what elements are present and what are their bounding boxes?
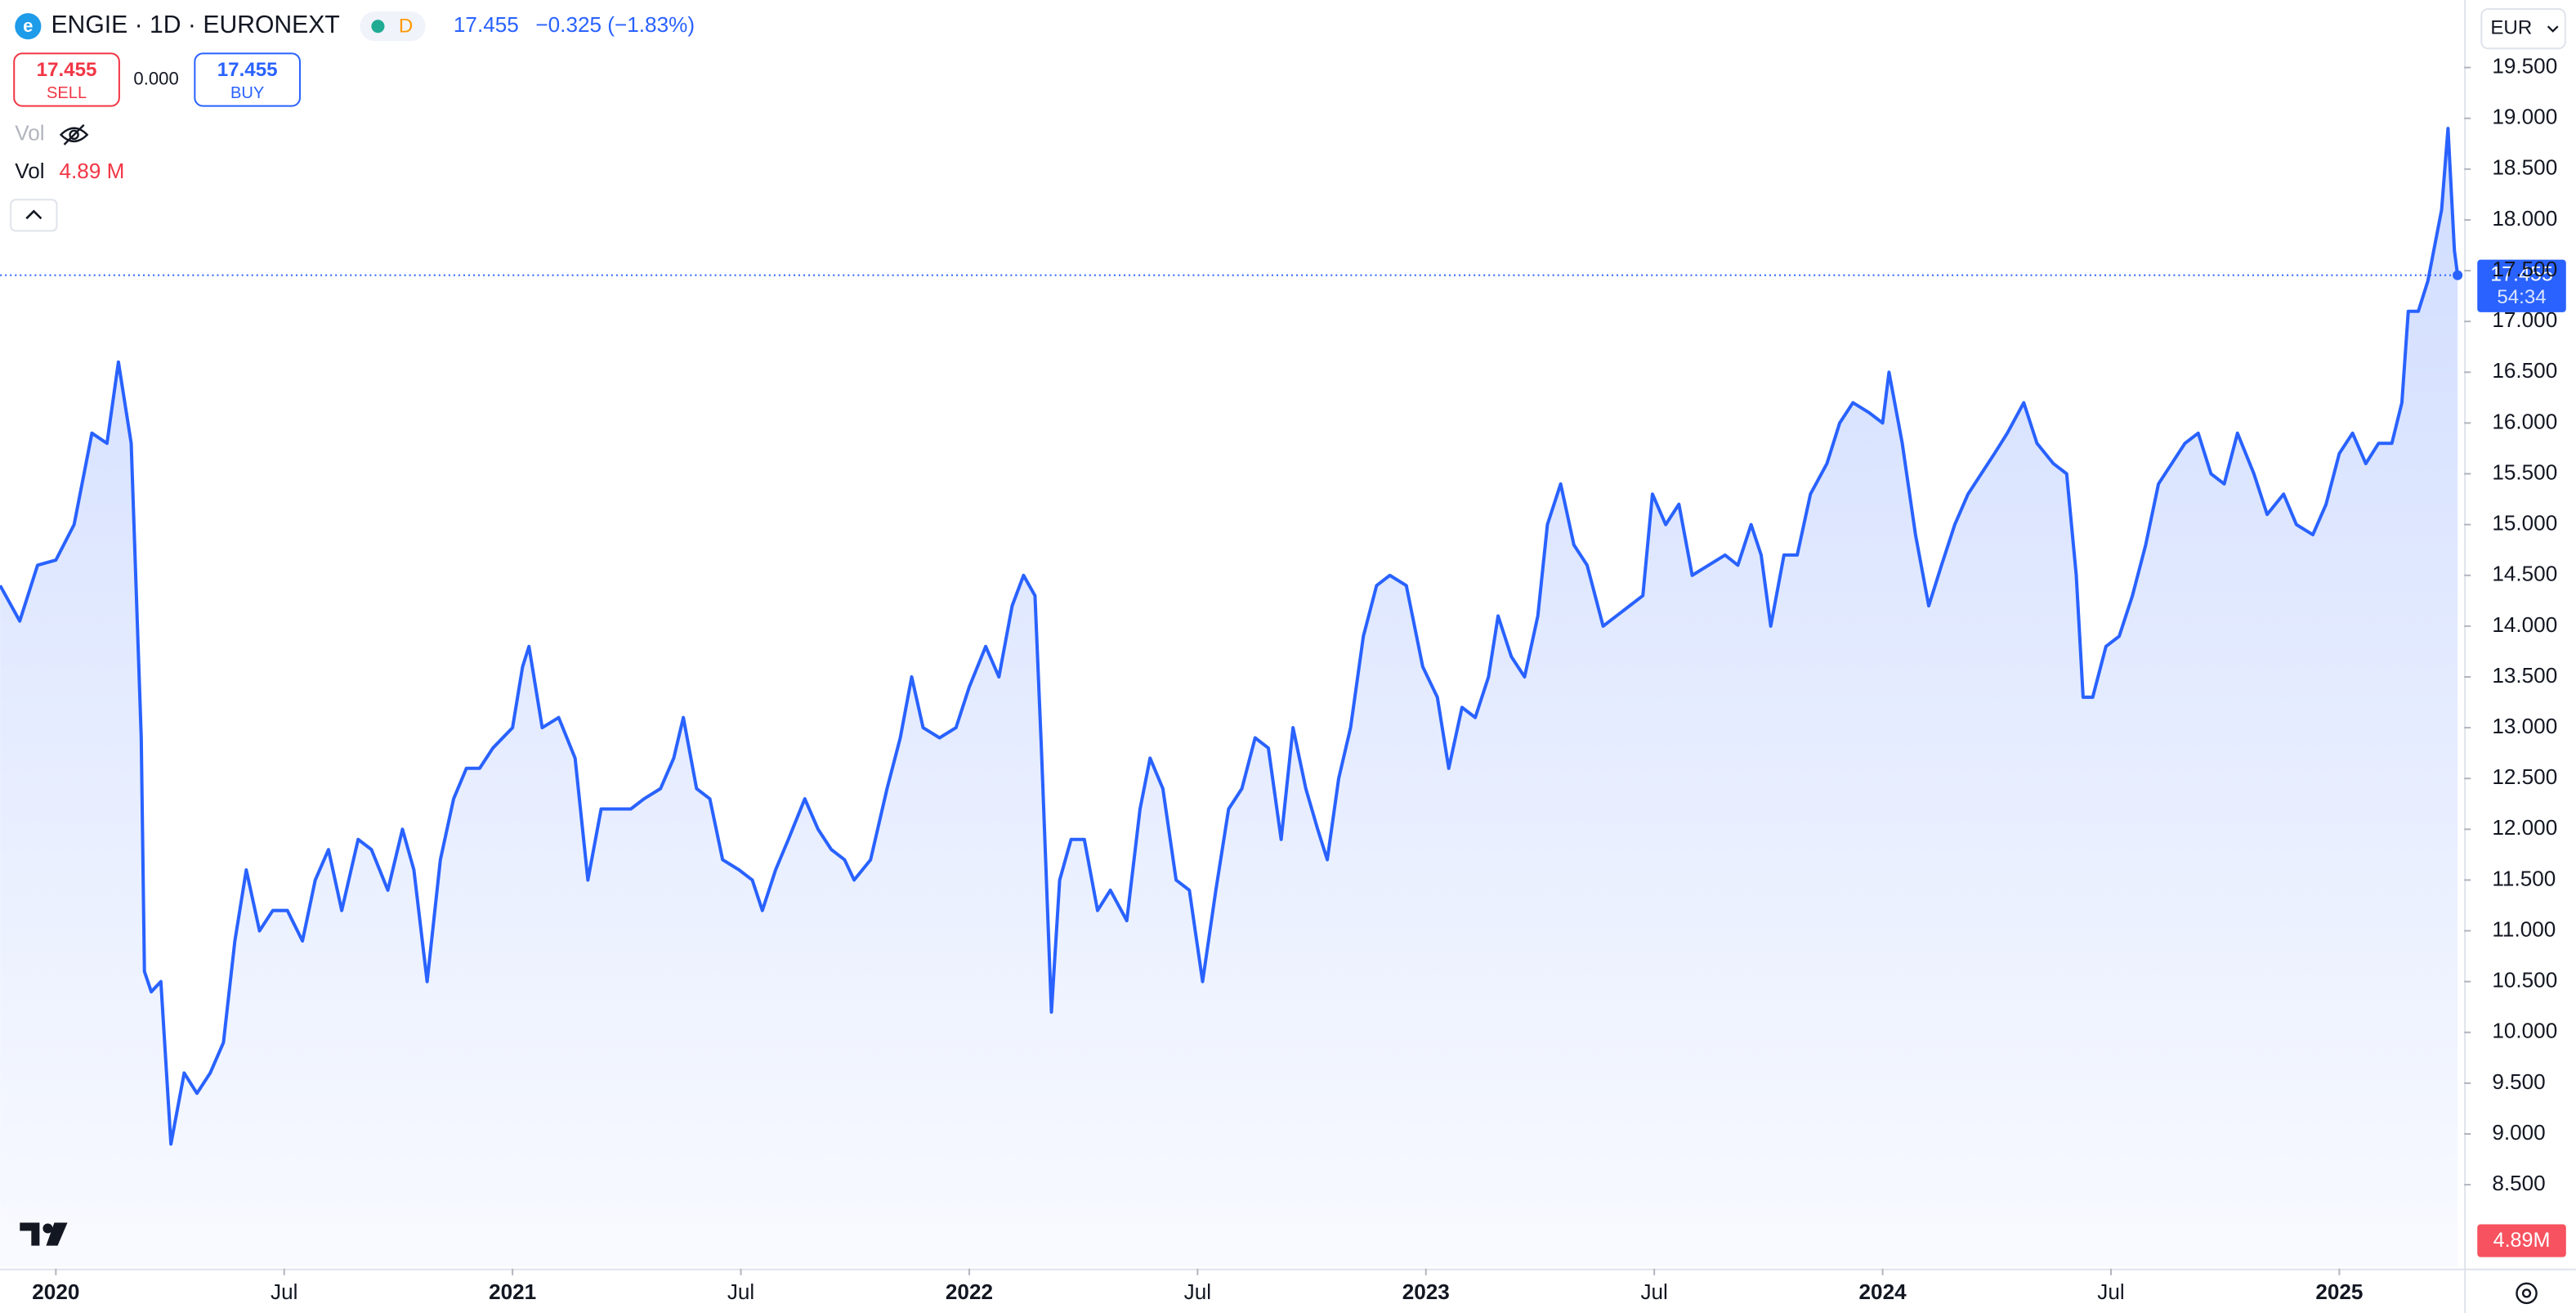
volume-scale-box — [2477, 1224, 2566, 1257]
spread: 0.000 — [133, 68, 178, 88]
plot-area — [0, 127, 2465, 1267]
x-tick-label: 2025 — [2315, 1279, 2363, 1304]
last-price-label: 17.455 54:34 — [2477, 259, 2566, 312]
collapse-button[interactable] — [10, 199, 58, 232]
x-tick-label: 2021 — [489, 1279, 536, 1304]
last-price: 17.455 — [454, 12, 519, 37]
y-tick-label: 14.000 — [2492, 612, 2557, 637]
y-tick-label: 17.000 — [2492, 307, 2557, 332]
sell-label: SELL — [47, 84, 87, 102]
y-tick-label: 13.500 — [2492, 663, 2557, 688]
x-tick-label: 2020 — [32, 1279, 79, 1304]
y-tick-label: 14.500 — [2492, 562, 2557, 586]
area-fill — [0, 128, 2458, 1267]
currency: EUR — [2490, 17, 2532, 39]
sell-button[interactable] — [13, 52, 120, 107]
market-status-dot — [371, 20, 385, 34]
last-price-box — [2477, 259, 2566, 312]
sell-price: 17.455 — [37, 59, 97, 81]
visibility-icon[interactable] — [59, 123, 89, 146]
y-tick-label: 16.500 — [2492, 358, 2557, 383]
y-tick-label: 8.500 — [2492, 1171, 2545, 1195]
y-tick-label: 19.000 — [2492, 105, 2557, 129]
x-tick-label: Jul — [1640, 1279, 1667, 1304]
y-tick-label: 15.500 — [2492, 459, 2557, 484]
currency-selector[interactable] — [2480, 8, 2566, 50]
settings-icon[interactable] — [2516, 1282, 2538, 1305]
x-tick-label: 2023 — [1402, 1279, 1450, 1304]
buy-price: 17.455 — [217, 59, 278, 81]
status-pill[interactable] — [360, 11, 426, 42]
y-tick-label: 16.000 — [2492, 409, 2557, 433]
x-tick-label: Jul — [2097, 1279, 2124, 1304]
price-change: −0.325 (−1.83%) — [535, 12, 695, 37]
y-tick-label: 17.500 — [2492, 257, 2557, 281]
y-tick-label: 13.000 — [2492, 714, 2557, 738]
tradingview-logo[interactable] — [20, 1222, 68, 1246]
x-tick-label: Jul — [727, 1279, 754, 1304]
hidden-indicator-label[interactable]: Vol — [15, 121, 44, 146]
y-tick-label: 12.500 — [2492, 764, 2557, 789]
y-tick-label: 9.000 — [2492, 1120, 2545, 1145]
volume-indicator-value: 4.89 M — [60, 159, 125, 183]
x-tick-label: 2024 — [1859, 1279, 1907, 1304]
y-tick-label: 11.000 — [2492, 916, 2556, 941]
dropdown-icon — [2547, 25, 2559, 33]
y-tick-label: 10.000 — [2492, 1019, 2557, 1043]
last-point — [2453, 270, 2463, 280]
y-tick-label: 18.500 — [2492, 155, 2557, 180]
y-tick-label: 18.000 — [2492, 206, 2557, 231]
bar-countdown: 54:34 — [2497, 286, 2546, 308]
buy-label: BUY — [230, 84, 264, 102]
collapse-icon — [25, 209, 42, 220]
buy-button[interactable] — [194, 52, 301, 107]
price-line — [0, 127, 2460, 1146]
interval-badge: D — [399, 16, 413, 38]
y-tick-label: 19.500 — [2492, 54, 2557, 78]
y-tick-label: 12.000 — [2492, 815, 2557, 840]
symbol-logo-letter: e — [23, 16, 33, 36]
symbol-title[interactable]: ENGIE · 1D · EURONEXT — [51, 11, 339, 38]
volume-indicator-label[interactable]: Vol — [15, 159, 44, 183]
y-tick-label: 9.500 — [2492, 1069, 2545, 1094]
y-tick-label: 11.500 — [2492, 866, 2556, 890]
x-tick-label: Jul — [271, 1279, 297, 1304]
x-tick-label: Jul — [1184, 1279, 1211, 1304]
last-price-scale-label: 17.455 — [2490, 262, 2553, 285]
symbol-logo — [15, 13, 42, 40]
x-tick-label: 2022 — [946, 1279, 993, 1304]
y-tick-label: 15.000 — [2492, 511, 2557, 536]
y-tick-label: 10.500 — [2492, 968, 2557, 993]
volume-scale-label: 4.89M — [2493, 1229, 2551, 1252]
